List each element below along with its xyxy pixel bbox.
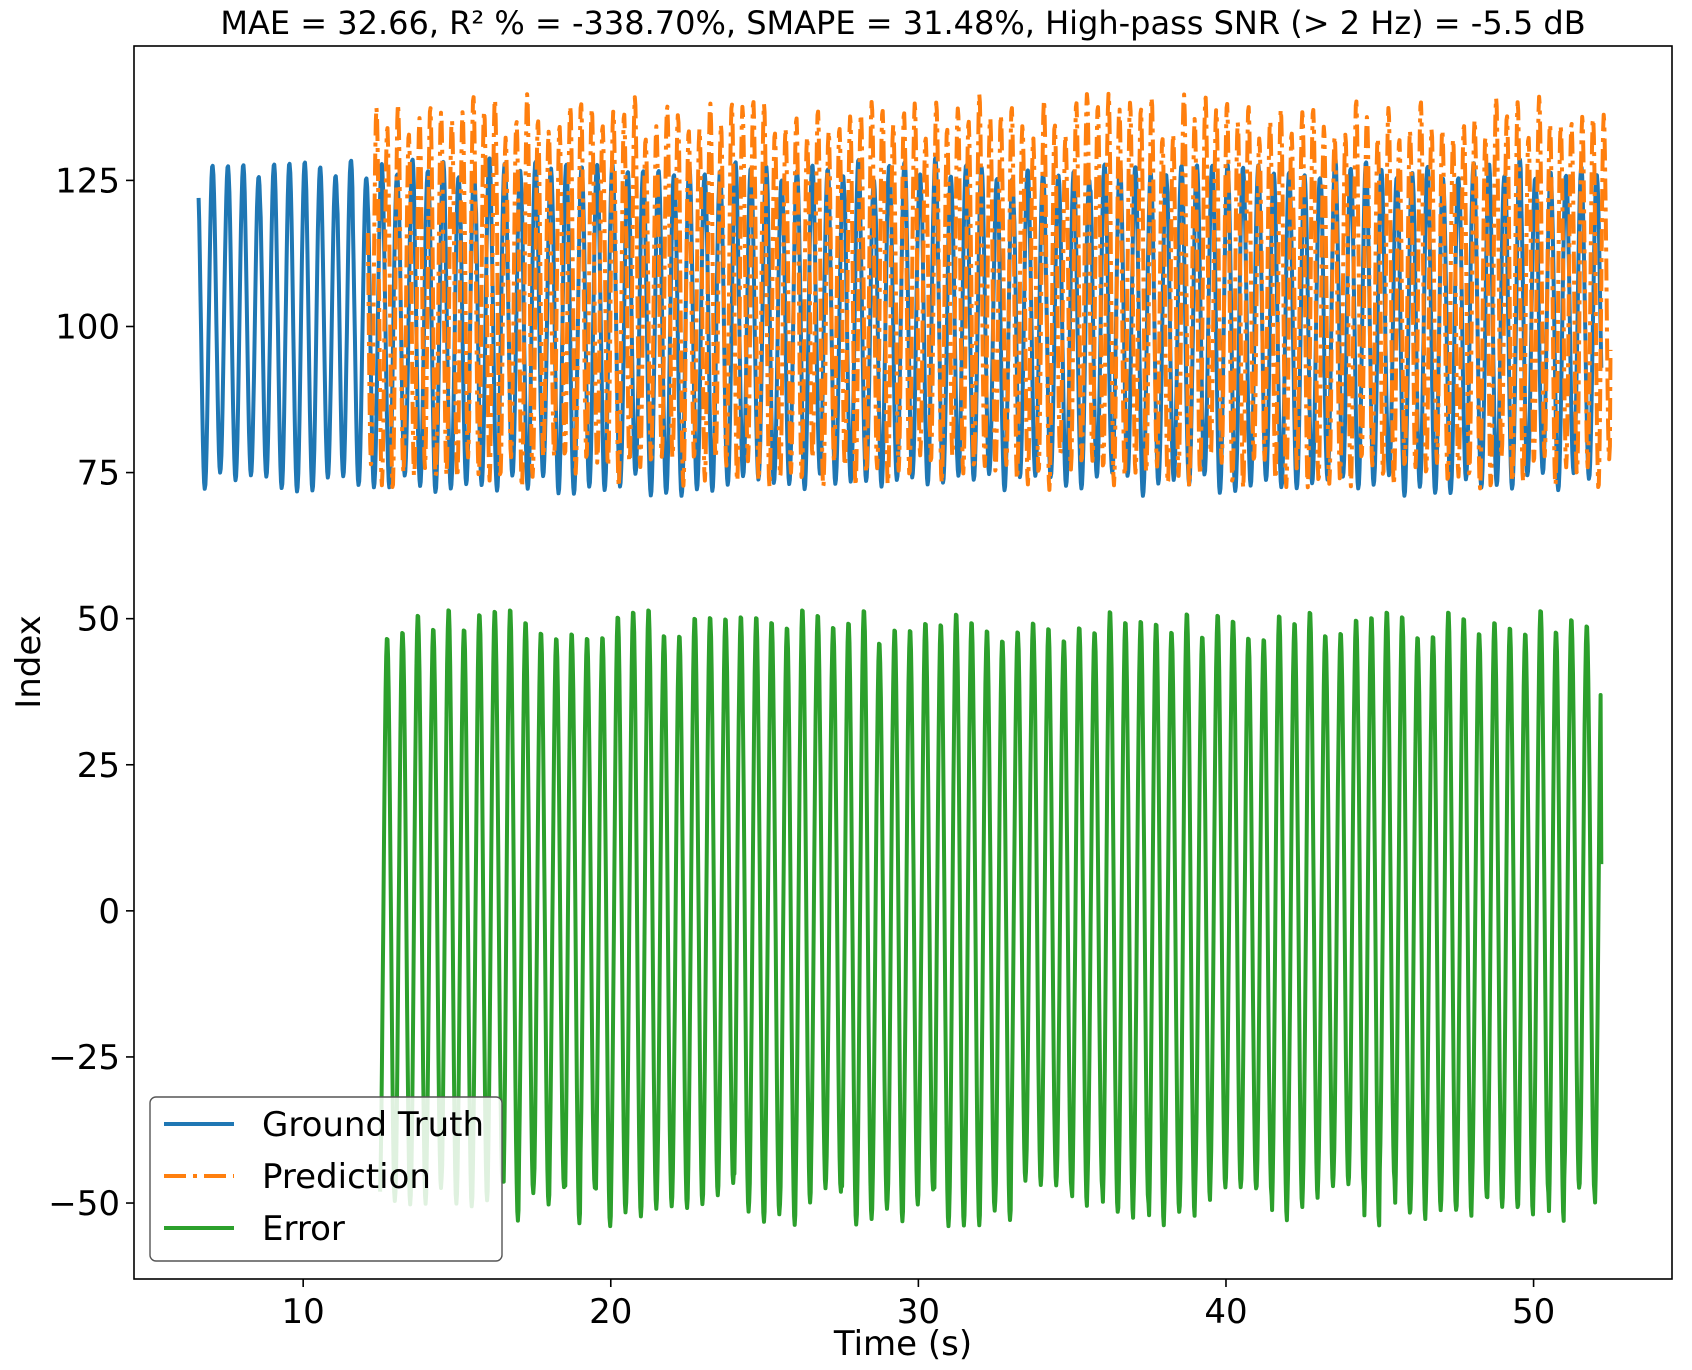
x-axis: 10 20 30 40 50 [282,1279,1555,1332]
x-tick-label: 50 [1512,1292,1555,1332]
y-tick-label: 75 [77,454,120,494]
legend-label-error: Error [262,1209,345,1249]
y-tick-label: −25 [48,1038,120,1078]
x-tick-label: 10 [282,1292,325,1332]
y-tick-label: 0 [98,892,120,932]
series-layer [196,91,1613,1229]
series-line-error [378,608,1604,1229]
legend-label-ground-truth: Ground Truth [262,1105,484,1145]
legend: Ground Truth Prediction Error [149,1096,503,1262]
x-tick-label: 20 [589,1292,632,1332]
y-tick-label: −50 [48,1184,120,1224]
y-tick-label: 25 [77,746,120,786]
y-tick-label: 125 [55,161,120,201]
x-axis-label: Time (s) [833,1324,972,1364]
y-axis-label: Index [9,615,49,709]
legend-box [149,1096,503,1262]
x-tick-label: 40 [1204,1292,1247,1332]
y-tick-label: 100 [55,307,120,347]
plot-frame [133,45,1673,1280]
y-axis: −50 −25 0 25 50 75 100 125 [48,161,134,1224]
series-line-prediction [365,91,1613,492]
chart-title: MAE = 32.66, R² % = -338.70%, SMAPE = 31… [220,4,1585,42]
x-tick-label: 30 [897,1292,940,1332]
y-tick-label: 50 [77,600,120,640]
legend-label-prediction: Prediction [262,1157,431,1197]
